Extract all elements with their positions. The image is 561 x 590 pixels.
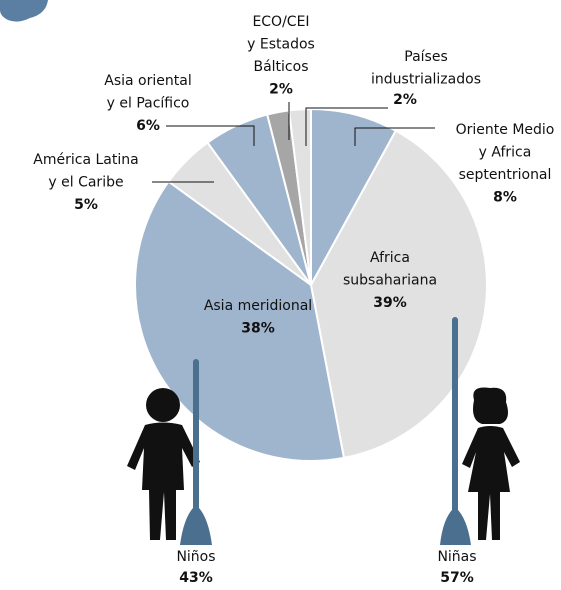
figure-value-label: 57% (440, 570, 474, 586)
slice-label: ECO/CEI (252, 14, 309, 30)
boy-figure (127, 388, 200, 540)
slice-label: Bálticos (253, 59, 308, 75)
leader-line (305, 107, 388, 146)
slice-value-label: 2% (269, 82, 293, 98)
slice-label: septentrional (459, 167, 552, 183)
slice-label: América Latina (33, 152, 138, 168)
girl-broom (440, 317, 471, 545)
slice-label: y Africa (479, 145, 532, 161)
slice-value-label: 6% (136, 118, 160, 134)
corner-icon (0, 0, 48, 22)
slice-value-label: 5% (74, 197, 98, 213)
pie (134, 107, 488, 462)
girl-figure (462, 387, 520, 540)
labels: Oriente Medio y Africa septentrional 8% Afri… (33, 14, 554, 586)
pie-slice (134, 180, 346, 462)
pie-slice (309, 129, 488, 460)
pie-slice (310, 107, 398, 286)
leader-line (166, 125, 255, 146)
figure-label: Niñas (437, 549, 476, 565)
slice-label: Asia oriental (104, 73, 191, 89)
slice-label: Oriente Medio (456, 122, 555, 138)
slice-value-label: 39% (373, 295, 407, 311)
boy-broom (180, 359, 212, 545)
figure-value-label: 43% (179, 570, 213, 586)
slice-label: Asia meridional (204, 298, 312, 314)
slice-label: y Estados (247, 37, 315, 53)
slice-label: y el Caribe (48, 175, 123, 191)
slice-value-label: 8% (493, 190, 517, 206)
slice-label: Países (404, 49, 447, 65)
leader-line (354, 127, 435, 146)
figure-label: Niños (176, 549, 215, 565)
figure-share: Niños 43% (176, 549, 215, 586)
figure-share: Niñas 57% (437, 549, 476, 586)
slice-value-label: 2% (393, 92, 417, 108)
slice-label: subsahariana (343, 273, 437, 289)
slice-label: industrializados (371, 72, 481, 88)
slice-label: y el Pacífico (107, 96, 190, 112)
slice-value-label: 38% (241, 321, 275, 337)
slice-label: Africa (370, 250, 410, 266)
